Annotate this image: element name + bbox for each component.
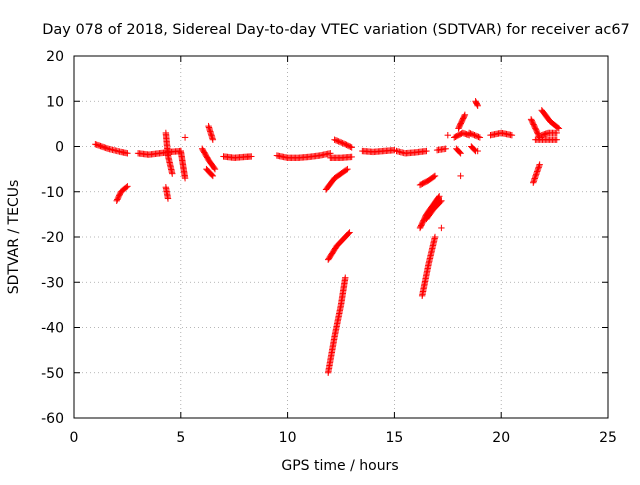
data-point [476,134,484,141]
data-point [338,139,345,146]
data-point [553,136,560,143]
y-tick-label: 10 [46,94,64,110]
data-point [435,194,442,201]
data-point [473,101,481,108]
data-point [461,111,469,119]
data-point [248,153,255,160]
x-tick-label: 25 [599,430,617,446]
data-point [331,136,338,143]
data-point [431,233,439,241]
y-tick-label: -10 [41,185,64,201]
data-point [348,144,355,151]
data-point [444,131,451,139]
data-point [423,147,430,155]
data-point [437,198,444,206]
data-point [124,150,131,157]
data-point [475,133,482,141]
data-point [344,165,351,173]
data-point [555,125,563,132]
data-point [124,183,131,190]
data-point [553,129,560,137]
data-point [181,174,189,182]
data-point [335,138,342,145]
data-point [431,172,439,180]
gridlines [74,56,608,418]
data-point [469,131,477,138]
data-point [209,172,217,180]
data-point [467,130,474,137]
x-tick-label: 20 [492,430,510,446]
y-tick-label: -40 [41,321,64,337]
x-tick-label: 5 [176,430,185,446]
chart-title: Day 078 of 2018, Sidereal Day-to-day VTE… [42,22,630,38]
data-point [339,139,346,147]
data-point [471,146,478,154]
data-point [457,150,464,157]
x-axis-label: GPS time / hours [281,458,398,474]
data-point [209,136,217,143]
data-point [457,172,464,180]
data-point [536,161,543,168]
y-tick-label: -50 [41,366,64,382]
data-point [471,131,478,139]
x-tick-label: 15 [385,430,403,446]
y-tick-label: 0 [55,140,64,156]
y-tick-label: -60 [41,411,64,427]
data-point [332,137,340,144]
data-point [465,129,473,137]
y-tick-label: -20 [41,230,64,246]
data-point [473,133,481,140]
data-point [474,102,481,109]
y-tick-label: -30 [41,275,64,291]
data-point [442,145,449,152]
data-point [347,143,354,150]
data-point [346,229,353,236]
data-point [438,197,445,204]
data-point [336,138,344,146]
data-point [348,153,355,161]
data-point [508,131,516,139]
data-point [468,130,476,138]
data-point [164,195,172,202]
data-point [181,134,189,141]
data-series [92,98,563,376]
y-tick-label: 20 [46,49,64,65]
data-point [535,132,543,140]
y-axis-label: SDTVAR / TECUs [6,180,22,295]
data-point [343,166,350,174]
x-tick-label: 0 [70,430,79,446]
data-point [474,147,481,155]
data-point [436,193,443,200]
data-point [342,274,349,281]
data-point [345,230,352,237]
data-point [334,137,341,145]
data-point [210,164,218,172]
data-point [456,149,463,156]
data-point [208,171,216,179]
x-tick-label: 10 [279,430,297,446]
data-point [430,173,438,180]
data-point [169,170,176,177]
data-point [472,132,480,139]
data-point [123,184,130,191]
data-point [211,165,219,173]
axis-ticks: 0 5 10 15 20 25 -60 -50 -40 -30 -20 -10 0 10 20 [41,49,617,446]
data-point [461,112,468,120]
data-point [554,124,562,131]
data-point [438,224,445,232]
